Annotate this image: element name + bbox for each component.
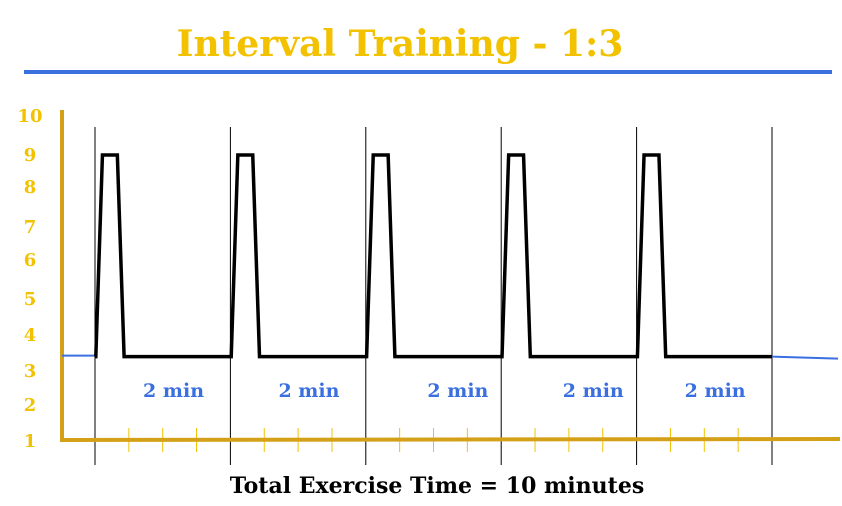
y-tick-label: 4 [24,325,37,346]
y-tick-label: 8 [24,177,37,198]
intensity-line [94,153,772,359]
total-exercise-time: Total Exercise Time = 10 minutes [230,473,644,499]
y-tick-label: 1 [24,431,37,452]
x-axis [59,437,841,442]
interval-dividers [94,127,773,465]
baseline-lead-out [771,355,839,360]
y-tick-label: 6 [24,250,37,271]
segment-label: 2 min [685,380,746,402]
segment-label: 2 min [563,380,624,402]
segment-labels: 2 min 2 min 2 min 2 min 2 min [143,380,746,402]
segment-label: 2 min [278,380,339,402]
y-tick-label: 2 [24,395,37,416]
chart-title: Interval Training - 1:3 [177,23,624,65]
y-tick-label: 3 [24,361,37,382]
y-tick-label: 7 [24,217,37,238]
segment-label: 2 min [427,380,488,402]
y-tick-label: 10 [17,106,42,127]
y-tick-label: 5 [24,289,37,310]
y-axis-tick-labels: 10 9 8 7 6 5 4 3 2 1 [17,106,42,452]
segment-label: 2 min [143,380,204,402]
y-tick-label: 9 [24,145,37,166]
